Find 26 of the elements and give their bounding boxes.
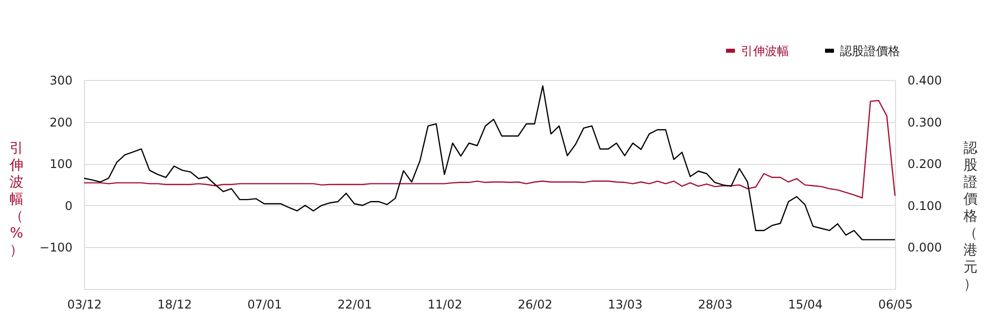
x-tick-label: 11/02 [428, 298, 462, 312]
legend-label: 引伸波幅 [741, 44, 789, 58]
y2-tick-label: 0.400 [908, 74, 942, 88]
text: 認股證價格（港元） [964, 140, 978, 292]
x-tick-label: 15/04 [788, 298, 823, 312]
y2-tick-label: 0.300 [908, 115, 942, 130]
x-tick-label: 18/12 [157, 298, 192, 312]
x-tick-label: 28/03 [698, 298, 733, 312]
y-tick-label: 200 [50, 115, 72, 130]
y-tick-label: 0 [64, 198, 72, 213]
line-series [83, 85, 896, 240]
y-tick-label: 100 [50, 157, 72, 172]
x-tick-label: 26/02 [518, 298, 552, 312]
x-tick-label: 07/01 [247, 298, 282, 312]
y-axis-title: 引伸波幅（%） [8, 140, 24, 258]
x-tick-label: 03/12 [67, 298, 102, 312]
x-tick-label: 22/01 [338, 298, 372, 312]
x-tick-label: 13/03 [608, 298, 642, 312]
line-series [83, 100, 896, 198]
x-tick-label: 06/05 [878, 298, 913, 312]
y2-tick-label: 0.200 [908, 157, 942, 172]
legend-label: 認股證價格 [840, 44, 900, 58]
y-tick-label: −100 [40, 240, 72, 255]
y2-tick-label: 0.100 [908, 198, 942, 213]
y2-tick-label: 0.000 [908, 240, 942, 255]
y-tick-label: 300 [50, 74, 72, 88]
